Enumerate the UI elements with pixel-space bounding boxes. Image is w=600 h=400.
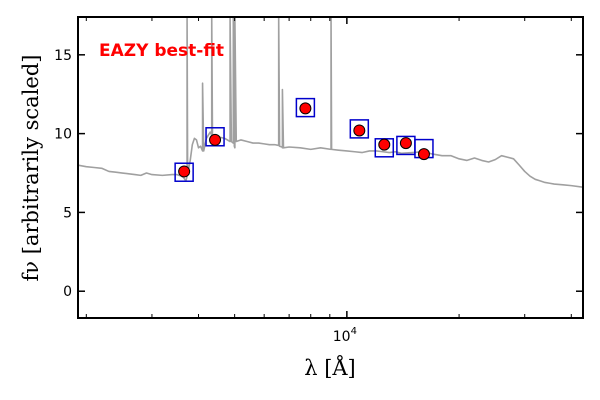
observed-point <box>399 137 412 150</box>
y-tick-label: 15 <box>54 48 72 64</box>
ticks-layer: 0 5 10 15 104 <box>54 17 583 345</box>
y-tick-label: 5 <box>63 205 72 221</box>
y-axis-label: fν [arbitrarily scaled] <box>19 55 43 282</box>
observed-point <box>299 102 312 115</box>
observed-point <box>378 138 391 151</box>
x-axis-label: λ [Å] <box>304 355 356 380</box>
sed-line <box>78 17 583 188</box>
annotation-text: EAZY best-fit <box>99 41 224 61</box>
y-tick-label: 10 <box>54 127 72 143</box>
observed-point <box>178 165 191 178</box>
model-square <box>174 162 194 182</box>
observed-points-layer <box>178 102 430 178</box>
y-tick-label: 0 <box>63 284 72 300</box>
observed-point <box>353 124 366 137</box>
model-square <box>349 119 370 139</box>
x-tick-label: 104 <box>333 326 357 345</box>
model-square <box>295 97 316 118</box>
plot-frame <box>77 16 584 319</box>
observed-point <box>209 133 222 146</box>
sed-layer <box>78 17 583 188</box>
observed-point <box>417 148 430 161</box>
